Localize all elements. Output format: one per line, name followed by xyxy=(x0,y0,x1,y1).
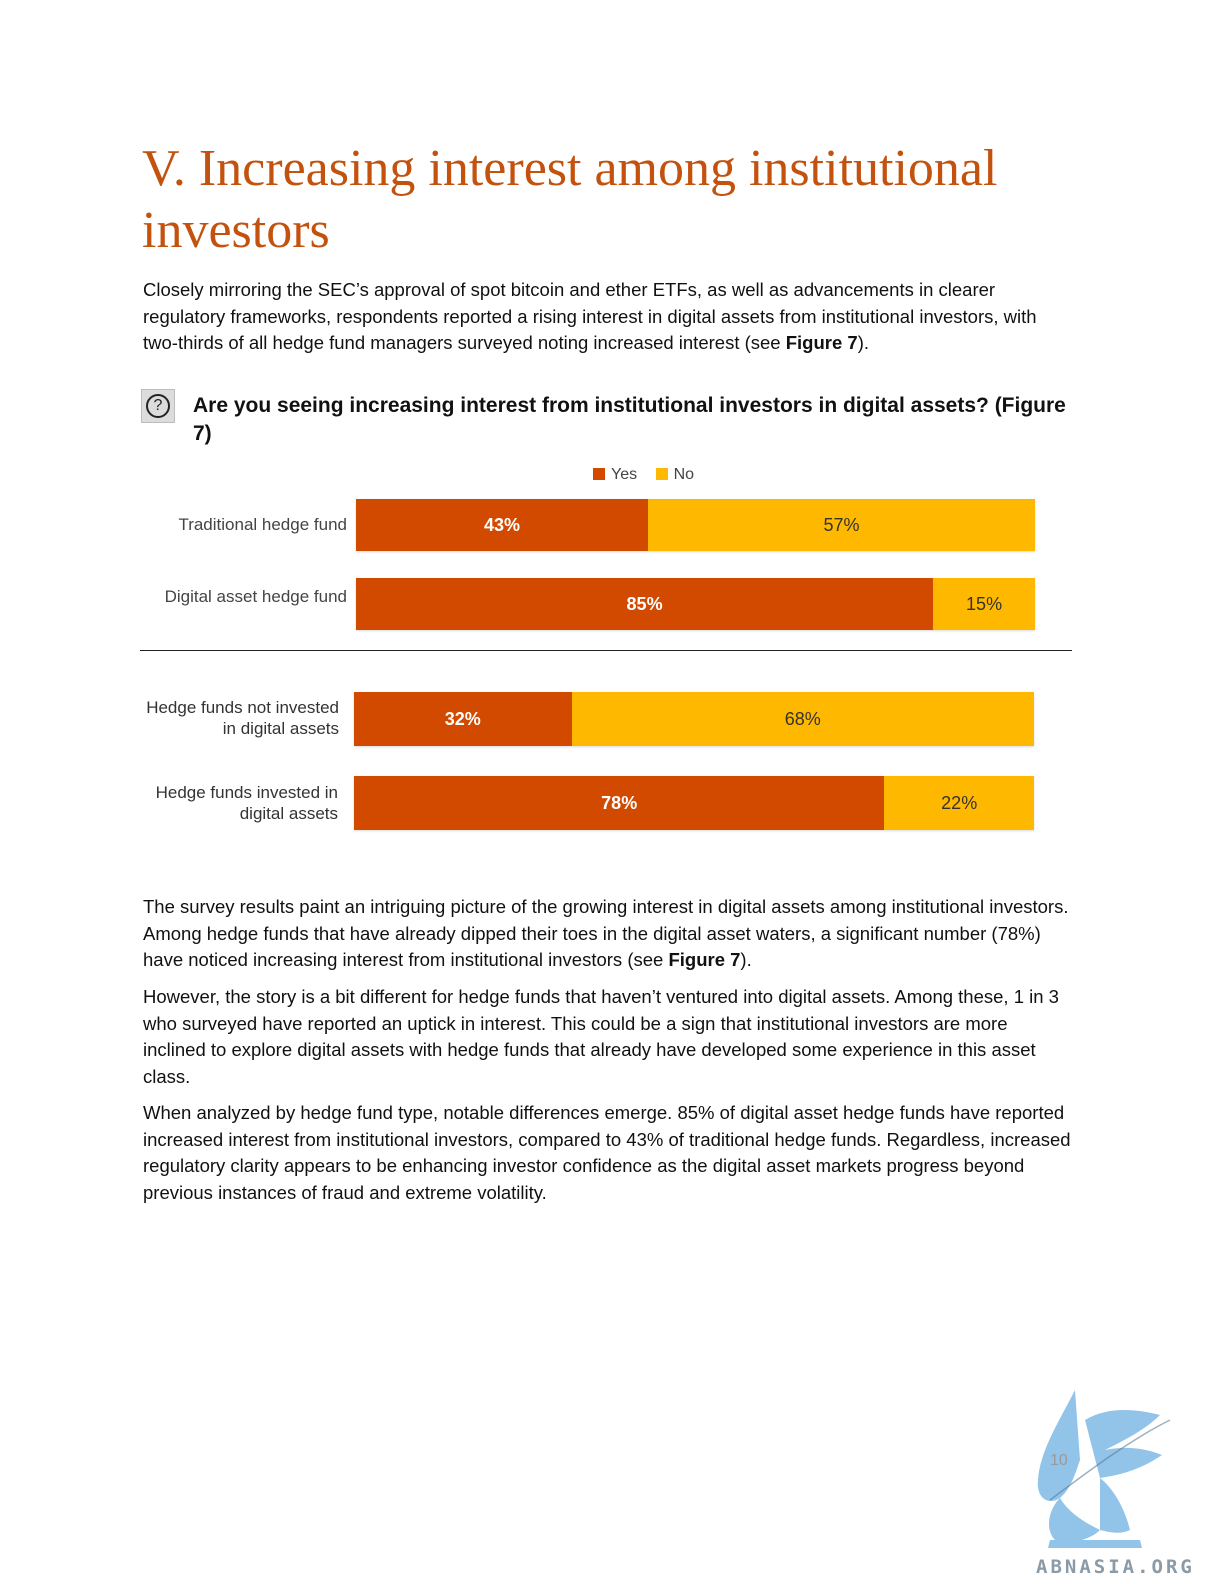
data-label-no: 57% xyxy=(823,514,860,535)
paragraph-text: The survey results paint an intriguing p… xyxy=(143,896,1069,970)
bar-segment-yes: 43% xyxy=(356,499,648,551)
bar-segment-yes: 85% xyxy=(356,578,934,630)
stacked-bar: 32% 68% xyxy=(354,692,1034,746)
legend-label-no: No xyxy=(673,466,695,483)
data-label-no: 68% xyxy=(784,708,821,729)
bar-label: Traditional hedge fund xyxy=(178,515,347,534)
paragraph-text-end: ). xyxy=(740,949,752,970)
data-label-yes: 43% xyxy=(483,514,520,535)
bar-segment-yes: 32% xyxy=(354,692,572,746)
bar-segment-yes: 78% xyxy=(354,776,885,830)
body-paragraph: When analyzed by hedge fund type, notabl… xyxy=(143,1100,1073,1206)
body-paragraph: The survey results paint an intriguing p… xyxy=(143,894,1073,974)
stacked-bar: 78% 22% xyxy=(354,776,1034,830)
bar-label: Hedge funds invested in digital assets xyxy=(155,783,338,823)
intro-paragraph: Closely mirroring the SEC’s approval of … xyxy=(143,277,1073,357)
intro-text-end: ). xyxy=(857,332,870,353)
question-icon: ? xyxy=(141,389,175,423)
bar-segment-no: 22% xyxy=(884,776,1034,830)
bar-label: Digital asset hedge fund xyxy=(164,587,347,606)
data-label-yes: 78% xyxy=(601,792,638,813)
stacked-bar: 85% 15% xyxy=(356,578,1035,630)
intro-text: Closely mirroring the SEC’s approval of … xyxy=(143,279,1037,353)
watermark-text: ABNASIA.ORG xyxy=(1036,1556,1195,1578)
chart-divider xyxy=(140,650,1072,651)
data-label-yes: 32% xyxy=(444,708,481,729)
legend-swatch-no xyxy=(655,468,668,480)
page-number: 10 xyxy=(1050,1452,1068,1469)
bar-segment-no: 57% xyxy=(647,499,1035,551)
figure-reference: Figure 7 xyxy=(668,949,741,970)
legend-swatch-yes xyxy=(593,468,605,480)
stacked-bar: 43% 57% xyxy=(356,499,1035,551)
legend-item-no: No xyxy=(655,466,695,484)
legend-label-yes: Yes xyxy=(611,466,638,483)
question-mark-icon: ? xyxy=(146,394,170,418)
data-label-yes: 85% xyxy=(626,593,663,614)
legend-item-yes: Yes xyxy=(593,466,637,484)
data-label-no: 15% xyxy=(966,593,1003,614)
page-title: V. Increasing interest among institution… xyxy=(142,140,998,259)
data-label-no: 22% xyxy=(941,792,978,813)
griffin-logo-icon xyxy=(1037,1390,1171,1548)
bar-segment-no: 68% xyxy=(571,692,1034,746)
body-paragraph: However, the story is a bit different fo… xyxy=(143,984,1073,1090)
chart-legend: Yes No xyxy=(593,466,708,484)
bar-label: Hedge funds not invested in digital asse… xyxy=(146,698,339,738)
paragraph-text: However, the story is a bit different fo… xyxy=(143,986,1059,1087)
question-heading: Are you seeing increasing interest from … xyxy=(193,394,1066,445)
figure-reference: Figure 7 xyxy=(785,332,858,353)
paragraph-text: When analyzed by hedge fund type, notabl… xyxy=(143,1102,1071,1203)
bar-segment-no: 15% xyxy=(933,578,1035,630)
